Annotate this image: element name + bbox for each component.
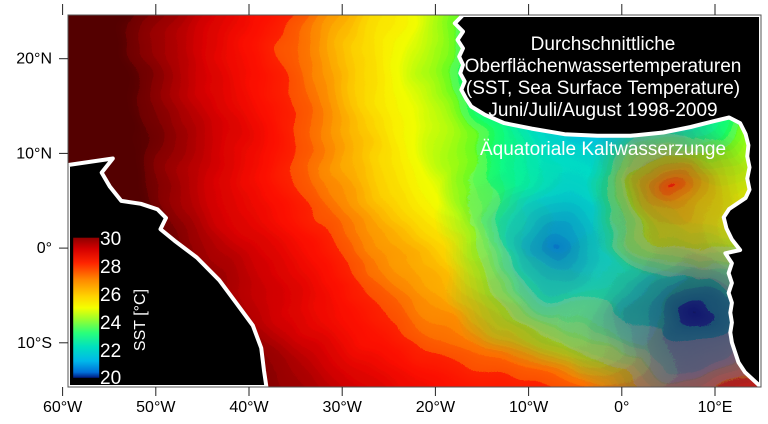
svg-text:0°: 0°: [37, 240, 52, 257]
svg-text:40°W: 40°W: [229, 399, 269, 416]
svg-text:22: 22: [100, 341, 121, 362]
svg-text:10°E: 10°E: [698, 399, 733, 416]
svg-text:Äquatoriale Kaltwasserzunge: Äquatoriale Kaltwasserzunge: [480, 139, 726, 160]
svg-text:24: 24: [100, 313, 122, 334]
svg-text:10°S: 10°S: [17, 335, 52, 352]
svg-text:10°N: 10°N: [16, 145, 52, 162]
svg-text:0°: 0°: [614, 399, 629, 416]
svg-text:28: 28: [100, 257, 121, 278]
svg-text:Durchschnittliche: Durchschnittliche: [531, 34, 676, 55]
svg-text:Oberflächenwassertemperaturen: Oberflächenwassertemperaturen: [465, 56, 742, 77]
svg-text:20: 20: [100, 368, 121, 389]
svg-text:26: 26: [100, 285, 121, 306]
svg-text:30: 30: [100, 229, 121, 250]
svg-text:Juni/Juli/August 1998-2009: Juni/Juli/August 1998-2009: [488, 100, 717, 121]
svg-text:20°W: 20°W: [416, 399, 456, 416]
svg-text:20°N: 20°N: [16, 51, 52, 68]
svg-text:(SST, Sea Surface Temperature): (SST, Sea Surface Temperature): [466, 78, 740, 99]
svg-text:10°W: 10°W: [509, 399, 549, 416]
svg-text:50°W: 50°W: [136, 399, 176, 416]
svg-text:30°W: 30°W: [323, 399, 363, 416]
svg-text:SST [°C]: SST [°C]: [132, 289, 149, 351]
svg-text:60°W: 60°W: [43, 399, 83, 416]
